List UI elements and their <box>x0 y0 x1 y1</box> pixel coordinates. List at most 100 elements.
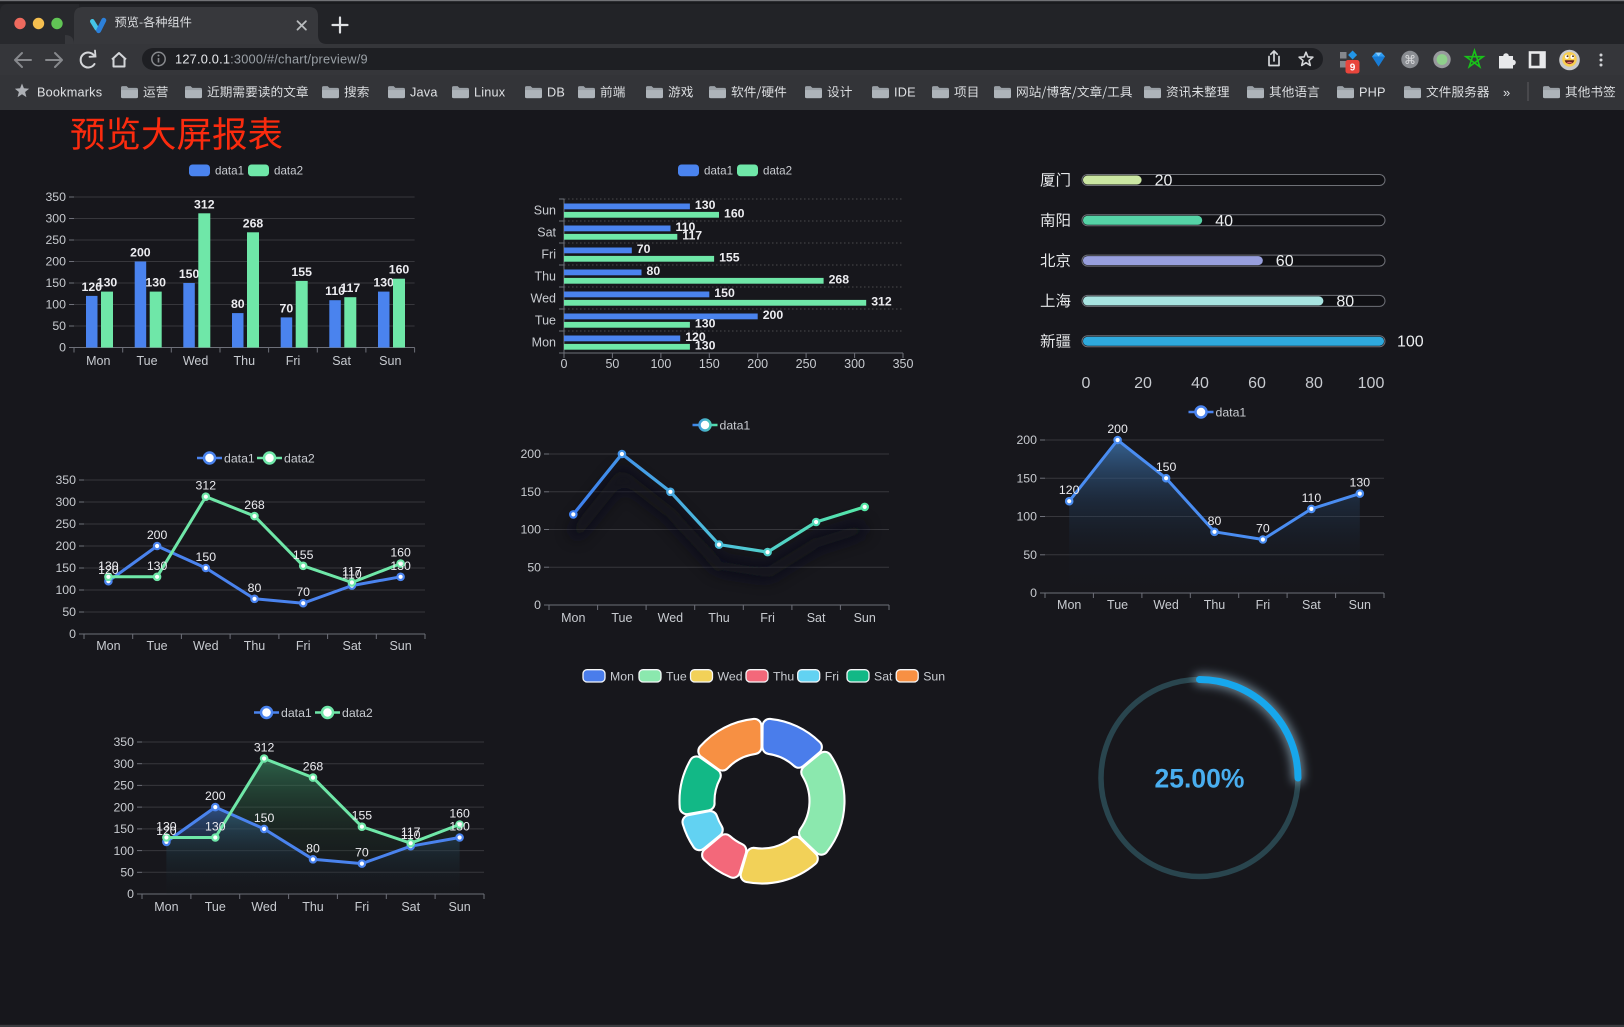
svg-text:130: 130 <box>373 276 394 290</box>
svg-text:0: 0 <box>561 357 568 371</box>
svg-text:9: 9 <box>1350 63 1356 74</box>
svg-text:100: 100 <box>1397 334 1424 351</box>
svg-text:110: 110 <box>401 828 421 842</box>
svg-text:Fri: Fri <box>541 247 556 261</box>
svg-text:Sat: Sat <box>401 900 420 914</box>
svg-text:data1: data1 <box>215 165 244 178</box>
svg-text:200: 200 <box>130 246 151 260</box>
svg-text:200: 200 <box>747 357 768 371</box>
svg-text:Tue: Tue <box>136 354 157 368</box>
svg-text:100: 100 <box>1358 375 1385 392</box>
svg-text:IDE: IDE <box>894 86 916 100</box>
svg-text:Mon: Mon <box>532 335 556 349</box>
svg-text:Sun: Sun <box>379 354 401 368</box>
svg-text:Wed: Wed <box>718 670 743 684</box>
svg-text:268: 268 <box>243 216 264 230</box>
svg-text:Java: Java <box>410 86 438 100</box>
svg-text:60: 60 <box>1276 253 1294 270</box>
svg-text:Mon: Mon <box>610 670 634 684</box>
svg-text:312: 312 <box>196 479 217 493</box>
svg-text:250: 250 <box>55 517 76 531</box>
svg-text:Wed: Wed <box>658 611 684 625</box>
svg-text:data1: data1 <box>224 451 255 465</box>
svg-text:80: 80 <box>647 264 661 278</box>
svg-text:80: 80 <box>306 841 320 855</box>
svg-text:150: 150 <box>179 267 200 281</box>
svg-text:70: 70 <box>1256 522 1270 536</box>
svg-text:110: 110 <box>325 284 345 298</box>
svg-text:Thu: Thu <box>244 639 266 653</box>
svg-text:312: 312 <box>194 197 215 211</box>
svg-text:160: 160 <box>449 807 470 821</box>
svg-text:160: 160 <box>390 546 411 560</box>
svg-text:117: 117 <box>342 565 362 579</box>
svg-text:Sun: Sun <box>448 900 470 914</box>
svg-text:40: 40 <box>1191 375 1209 392</box>
svg-text:160: 160 <box>389 263 410 277</box>
svg-text:Wed: Wed <box>193 639 219 653</box>
svg-text:130: 130 <box>695 198 716 212</box>
svg-text:120: 120 <box>98 563 119 577</box>
svg-text:Fri: Fri <box>296 639 311 653</box>
svg-text:Mon: Mon <box>154 900 178 914</box>
svg-text:Thu: Thu <box>773 670 794 684</box>
svg-text:130: 130 <box>145 276 166 290</box>
svg-text:150: 150 <box>1156 460 1177 474</box>
svg-text:Sun: Sun <box>923 670 945 684</box>
svg-text:Fri: Fri <box>355 900 370 914</box>
svg-text:Thu: Thu <box>534 269 556 283</box>
svg-text:Mon: Mon <box>561 611 585 625</box>
svg-text:data2: data2 <box>274 165 303 178</box>
svg-text:117: 117 <box>401 825 421 839</box>
svg-text:200: 200 <box>763 308 784 322</box>
svg-text:Tue: Tue <box>147 639 168 653</box>
svg-text:Sat: Sat <box>332 354 351 368</box>
svg-text:150: 150 <box>520 485 541 499</box>
svg-text:data1: data1 <box>704 165 733 178</box>
svg-text:80: 80 <box>248 581 262 595</box>
svg-text:Tue: Tue <box>1107 598 1128 612</box>
svg-text:300: 300 <box>113 757 134 771</box>
svg-text:Sat: Sat <box>343 639 362 653</box>
svg-text:Fri: Fri <box>286 354 301 368</box>
svg-text:250: 250 <box>796 357 817 371</box>
svg-text:127.0.0.1:3000/#/chart/preview: 127.0.0.1:3000/#/chart/preview/9 <box>175 52 368 67</box>
svg-text:Mon: Mon <box>1057 598 1081 612</box>
svg-text:110: 110 <box>342 568 362 582</box>
svg-text:0: 0 <box>534 598 541 612</box>
svg-text:»: » <box>1503 85 1510 100</box>
svg-text:350: 350 <box>45 190 66 204</box>
svg-text:⌘: ⌘ <box>1404 53 1416 67</box>
svg-text:Bookmarks: Bookmarks <box>37 86 102 100</box>
svg-text:Tue: Tue <box>205 900 226 914</box>
svg-text:Tue: Tue <box>535 313 556 327</box>
svg-text:155: 155 <box>291 265 312 279</box>
svg-text:250: 250 <box>45 233 66 247</box>
svg-text:312: 312 <box>254 741 275 755</box>
svg-text:70: 70 <box>637 242 651 256</box>
svg-text:data2: data2 <box>284 451 315 465</box>
svg-text:100: 100 <box>113 844 134 858</box>
svg-text:80: 80 <box>231 297 245 311</box>
svg-text:20: 20 <box>1134 375 1152 392</box>
svg-text:50: 50 <box>1023 548 1037 562</box>
svg-text:155: 155 <box>352 809 373 823</box>
svg-text:Thu: Thu <box>708 611 730 625</box>
svg-text:Tue: Tue <box>666 670 687 684</box>
svg-text:268: 268 <box>303 760 324 774</box>
svg-text:Thu: Thu <box>302 900 324 914</box>
svg-text:Wed: Wed <box>251 900 277 914</box>
svg-text:data2: data2 <box>342 706 373 720</box>
svg-text:20: 20 <box>1155 173 1173 190</box>
svg-text:100: 100 <box>55 583 76 597</box>
svg-text:0: 0 <box>69 627 76 641</box>
svg-text:130: 130 <box>695 316 716 330</box>
svg-text:150: 150 <box>196 550 217 564</box>
svg-text:350: 350 <box>113 735 134 749</box>
svg-text:130: 130 <box>695 338 716 352</box>
svg-text:DB: DB <box>547 86 565 100</box>
svg-text:100: 100 <box>45 298 66 312</box>
svg-text:25.00%: 25.00% <box>1155 764 1245 794</box>
svg-text:Wed: Wed <box>183 354 209 368</box>
svg-text:70: 70 <box>296 585 310 599</box>
